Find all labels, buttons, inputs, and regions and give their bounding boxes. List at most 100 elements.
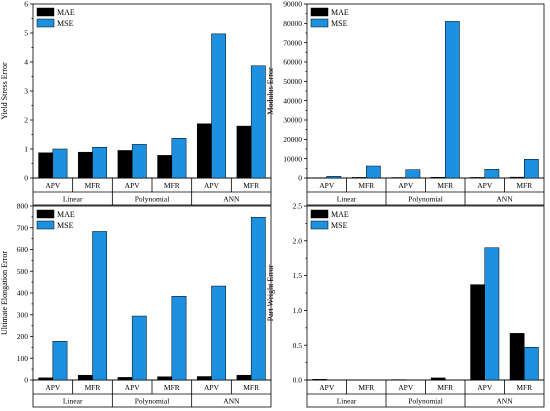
bar-mse-mfr [524, 158, 539, 179]
legend-swatch [310, 209, 329, 219]
bar-mae-mfr [77, 374, 93, 381]
group-label: Polynomial [408, 195, 443, 204]
category-label: MFR [243, 181, 259, 190]
y-tick-label: 50000 [283, 77, 302, 86]
bar-mae-apv [117, 150, 133, 179]
category-label: MFR [358, 383, 374, 392]
y-tick-label: 10000 [283, 154, 302, 163]
category-label: APV [45, 383, 61, 392]
y-axis-label: Part Weight Error [266, 264, 275, 321]
bar-mae-mfr [509, 333, 525, 381]
bar-mae-apv [196, 123, 212, 179]
y-tick-label: 1.5 [293, 271, 303, 280]
y-axis-label: Modulus Error [266, 67, 275, 115]
category-label: APV [319, 181, 335, 190]
bar-mae-apv [196, 376, 212, 381]
bar-mse-apv [131, 144, 147, 179]
bar-mae-apv [470, 284, 485, 381]
bar-mse-mfr [366, 165, 381, 179]
y-tick-label: 400 [17, 289, 29, 298]
group-label: ANN [496, 195, 513, 204]
legend-label: MSE [331, 19, 348, 28]
group-label: Linear [337, 195, 357, 204]
group-label: Linear [63, 397, 83, 406]
bar-mae-mfr [430, 377, 446, 381]
bar-mse-mfr [524, 347, 539, 381]
legend-label: MAE [331, 210, 349, 219]
y-tick-label: 90000 [283, 0, 302, 9]
group-label: Linear [337, 397, 357, 406]
bar-mae-apv [470, 177, 485, 179]
legend-swatch [36, 209, 55, 219]
bar-mae-mfr [236, 125, 252, 179]
bar-mae-apv [312, 379, 327, 381]
category-label: MFR [85, 383, 101, 392]
category-label: MFR [437, 383, 453, 392]
y-tick-label: 300 [17, 310, 29, 319]
group-label: ANN [496, 397, 513, 406]
category-label: MFR [516, 383, 532, 392]
category-label: MFR [164, 181, 180, 190]
legend-swatch [36, 7, 55, 17]
category-label: MFR [358, 181, 374, 190]
group-label: Linear [63, 195, 83, 204]
y-tick-label: 2 [24, 116, 28, 125]
category-label: APV [125, 181, 141, 190]
y-tick-label: 5 [24, 29, 28, 38]
y-axis-label: Yield Stress Error [0, 62, 9, 120]
category-label: APV [398, 383, 414, 392]
bar-mse-apv [131, 315, 147, 381]
y-tick-label: 6 [24, 0, 28, 9]
legend-label: MAE [57, 210, 75, 219]
bar-mae-apv [38, 152, 54, 179]
bar-mae-apv [117, 377, 133, 381]
y-tick-label: 3 [24, 87, 28, 96]
y-tick-label: 100 [17, 354, 29, 363]
plot-frame [306, 205, 545, 381]
category-label: APV [477, 181, 493, 190]
group-label: Polynomial [408, 397, 443, 406]
bar-mse-mfr [171, 138, 187, 179]
legend-swatch [310, 18, 329, 28]
bar-mse-mfr [250, 217, 266, 381]
bar-mse-mfr [171, 296, 187, 381]
y-tick-label: 40000 [283, 96, 302, 105]
category-label: APV [125, 383, 141, 392]
bar-mae-mfr [236, 374, 252, 381]
bar-mse-apv [52, 341, 68, 381]
bar-mse-mfr [92, 147, 108, 179]
bar-mae-mfr [77, 151, 93, 179]
y-axis-label: Ultimate Elongation Error [0, 251, 9, 335]
y-tick-label: 80000 [283, 19, 302, 28]
y-tick-label: 0.0 [293, 376, 303, 385]
plot-frame [32, 205, 272, 381]
bar-mse-apv [211, 33, 227, 179]
y-tick-label: 200 [17, 332, 29, 341]
bar-mse-apv [484, 169, 500, 179]
plot-frame [306, 3, 545, 179]
y-tick-label: 700 [17, 223, 29, 232]
y-tick-label: 1 [24, 145, 28, 154]
y-tick-label: 800 [17, 202, 29, 211]
bar-mae-mfr [351, 177, 367, 179]
legend-swatch [36, 18, 55, 28]
bar-mae-apv [38, 377, 54, 381]
y-tick-label: 20000 [283, 135, 302, 144]
y-tick-label: 1.0 [293, 306, 303, 315]
bar-mse-apv [52, 148, 68, 179]
y-tick-label: 30000 [283, 116, 302, 125]
y-tick-label: 4 [24, 58, 28, 67]
bar-mae-mfr [157, 155, 173, 179]
chart-panel-1: 0 1 2 3 4 5 6 Yield Stress Error APV MFR APV MFR APV… [0, 0, 272, 206]
y-tick-label: 0.5 [293, 341, 303, 350]
legend-swatch [310, 7, 329, 17]
legend-label: MSE [57, 19, 74, 28]
legend-label: MSE [57, 221, 74, 230]
bar-mae-mfr [430, 176, 446, 179]
legend-label: MSE [331, 221, 348, 230]
y-tick-label: 600 [17, 245, 29, 254]
legend-label: MAE [57, 8, 75, 17]
category-label: APV [319, 383, 335, 392]
bar-mse-mfr [445, 21, 460, 179]
